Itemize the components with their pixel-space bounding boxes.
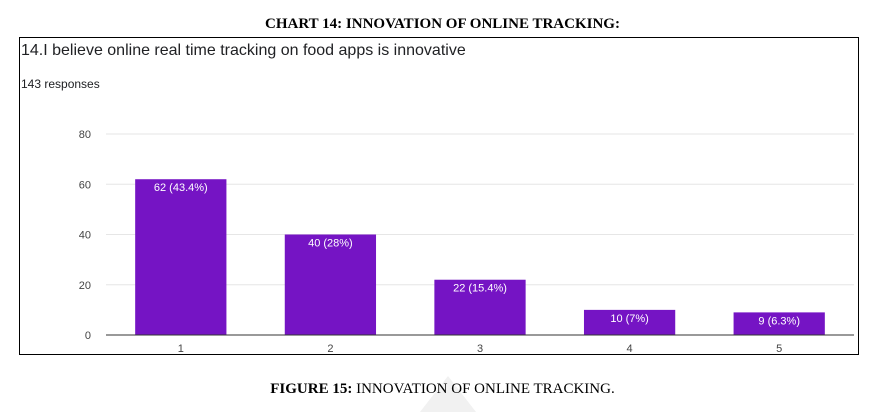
bar-data-label: 40 (28%) [308, 238, 353, 250]
x-tick-label: 5 [776, 343, 782, 354]
y-tick-label: 60 [79, 179, 91, 191]
bar-data-label: 9 (6.3%) [758, 315, 800, 327]
response-count: 143 responses [21, 77, 100, 91]
bar-data-label: 22 (15.4%) [453, 283, 507, 295]
y-tick-label: 0 [85, 330, 91, 342]
chart-heading: CHART 14: INNOVATION OF ONLINE TRACKING: [265, 16, 620, 32]
figure-caption-lead: FIGURE 15: [270, 381, 353, 397]
bar [733, 312, 825, 335]
y-tick-label: 20 [79, 280, 91, 292]
bar [135, 179, 227, 335]
bar [434, 279, 526, 335]
bar-chart: 0 20 40 60 80 62 (43.4%) 1 40 (28%) 2 22 (15.4%) 3… [79, 129, 854, 354]
figure-caption: FIGURE 15: INNOVATION OF ONLINE TRACKING… [0, 381, 885, 398]
bar-data-label: 10 (7%) [610, 313, 649, 325]
y-tick-label: 40 [79, 230, 91, 242]
bar-data-label: 62 (43.4%) [154, 182, 208, 194]
x-tick-label: 1 [178, 343, 184, 354]
x-tick-label: 4 [627, 343, 633, 354]
question-title: 14.I believe online real time tracking o… [21, 42, 466, 59]
figure-caption-text: INNOVATION OF ONLINE TRACKING. [352, 381, 615, 397]
chart-frame: 14.I believe online real time tracking o… [19, 37, 859, 355]
bar [583, 309, 676, 335]
watermark-logo [420, 376, 476, 412]
x-tick-label: 3 [477, 343, 483, 354]
y-tick-label: 80 [79, 129, 91, 141]
x-tick-label: 2 [327, 343, 333, 354]
bar [284, 234, 377, 335]
